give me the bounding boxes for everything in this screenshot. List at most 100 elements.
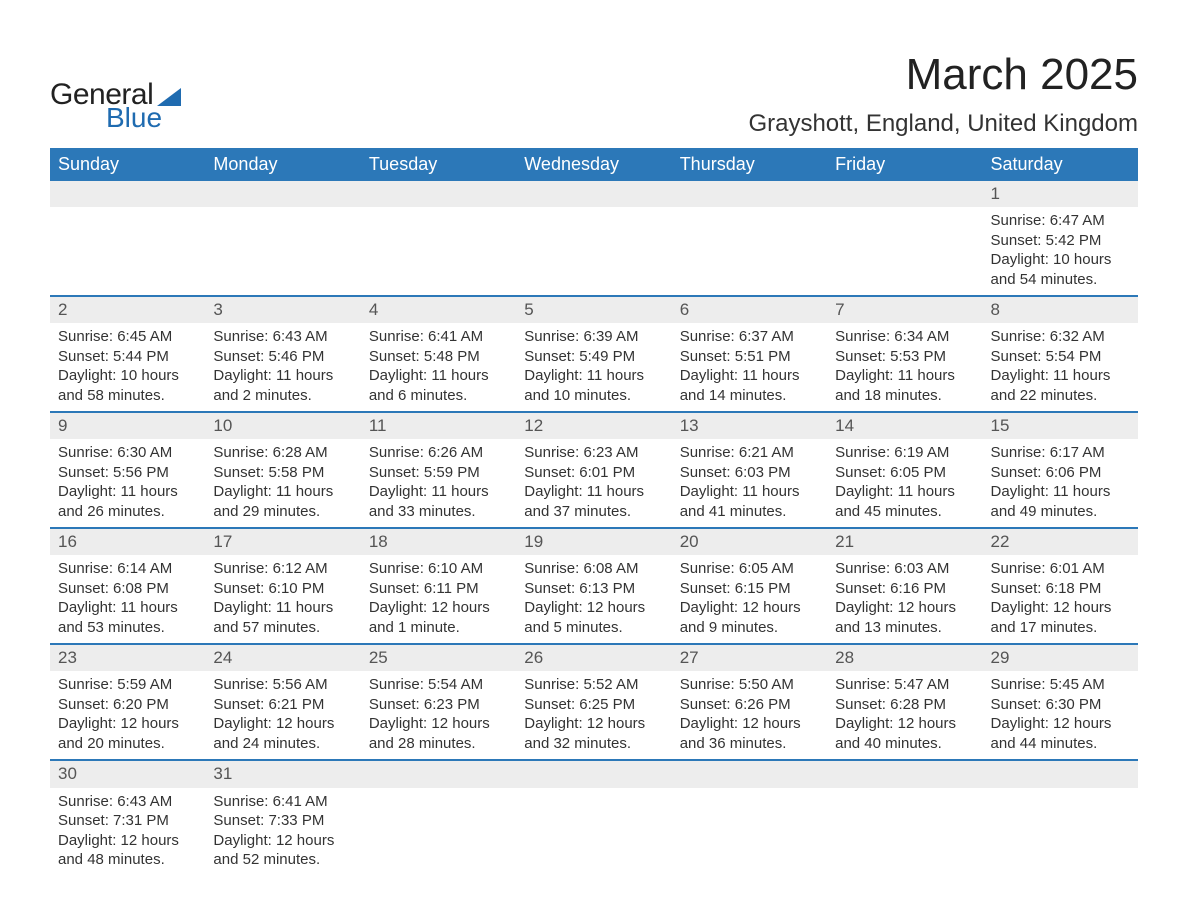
- day-number-cell: 10: [205, 412, 360, 439]
- daylight-text-2: and 29 minutes.: [213, 502, 352, 522]
- daylight-text-1: Daylight: 12 hours: [680, 714, 819, 734]
- day-number-cell: [827, 181, 982, 207]
- calendar-table: Sunday Monday Tuesday Wednesday Thursday…: [50, 148, 1138, 876]
- brand-word-2: Blue: [106, 104, 181, 132]
- daylight-text-2: and 9 minutes.: [680, 618, 819, 638]
- day-detail-cell: Sunrise: 6:39 AMSunset: 5:49 PMDaylight:…: [516, 323, 671, 412]
- sunrise-text: Sunrise: 6:39 AM: [524, 327, 663, 347]
- day-detail-cell: Sunrise: 6:23 AMSunset: 6:01 PMDaylight:…: [516, 439, 671, 528]
- day-number-cell: 17: [205, 528, 360, 555]
- day-number-cell: 15: [983, 412, 1138, 439]
- daylight-text-1: Daylight: 11 hours: [213, 598, 352, 618]
- sunset-text: Sunset: 6:15 PM: [680, 579, 819, 599]
- sunset-text: Sunset: 6:05 PM: [835, 463, 974, 483]
- week-daynum-row: 2345678: [50, 296, 1138, 323]
- day-number-cell: [516, 760, 671, 787]
- daylight-text-2: and 18 minutes.: [835, 386, 974, 406]
- sunrise-text: Sunrise: 5:52 AM: [524, 675, 663, 695]
- sunrise-text: Sunrise: 6:14 AM: [58, 559, 197, 579]
- daylight-text-2: and 5 minutes.: [524, 618, 663, 638]
- daylight-text-1: Daylight: 12 hours: [58, 714, 197, 734]
- daylight-text-1: Daylight: 11 hours: [213, 366, 352, 386]
- day-detail-cell: Sunrise: 6:30 AMSunset: 5:56 PMDaylight:…: [50, 439, 205, 528]
- daylight-text-2: and 14 minutes.: [680, 386, 819, 406]
- daylight-text-2: and 20 minutes.: [58, 734, 197, 754]
- day-detail-cell: Sunrise: 6:08 AMSunset: 6:13 PMDaylight:…: [516, 555, 671, 644]
- sunset-text: Sunset: 6:13 PM: [524, 579, 663, 599]
- daylight-text-1: Daylight: 12 hours: [991, 598, 1130, 618]
- sunrise-text: Sunrise: 6:41 AM: [213, 792, 352, 812]
- daylight-text-1: Daylight: 11 hours: [58, 598, 197, 618]
- daylight-text-2: and 26 minutes.: [58, 502, 197, 522]
- sunset-text: Sunset: 5:48 PM: [369, 347, 508, 367]
- day-detail-cell: Sunrise: 5:47 AMSunset: 6:28 PMDaylight:…: [827, 671, 982, 760]
- day-number-cell: 12: [516, 412, 671, 439]
- daylight-text-2: and 48 minutes.: [58, 850, 197, 870]
- day-detail-cell: Sunrise: 6:37 AMSunset: 5:51 PMDaylight:…: [672, 323, 827, 412]
- day-detail-cell: Sunrise: 5:56 AMSunset: 6:21 PMDaylight:…: [205, 671, 360, 760]
- sunrise-text: Sunrise: 6:12 AM: [213, 559, 352, 579]
- day-detail-cell: Sunrise: 5:52 AMSunset: 6:25 PMDaylight:…: [516, 671, 671, 760]
- daylight-text-1: Daylight: 11 hours: [58, 482, 197, 502]
- sunset-text: Sunset: 7:33 PM: [213, 811, 352, 831]
- day-detail-cell: Sunrise: 6:34 AMSunset: 5:53 PMDaylight:…: [827, 323, 982, 412]
- day-detail-cell: Sunrise: 6:14 AMSunset: 6:08 PMDaylight:…: [50, 555, 205, 644]
- day-number-cell: 18: [361, 528, 516, 555]
- daylight-text-2: and 44 minutes.: [991, 734, 1130, 754]
- day-number-cell: 20: [672, 528, 827, 555]
- day-number-cell: 5: [516, 296, 671, 323]
- weekday-header: Sunday: [50, 148, 205, 181]
- daylight-text-2: and 36 minutes.: [680, 734, 819, 754]
- daylight-text-1: Daylight: 11 hours: [680, 482, 819, 502]
- week-daynum-row: 23242526272829: [50, 644, 1138, 671]
- daylight-text-1: Daylight: 12 hours: [369, 714, 508, 734]
- sunrise-text: Sunrise: 5:54 AM: [369, 675, 508, 695]
- sunrise-text: Sunrise: 6:41 AM: [369, 327, 508, 347]
- daylight-text-2: and 49 minutes.: [991, 502, 1130, 522]
- sunset-text: Sunset: 6:21 PM: [213, 695, 352, 715]
- daylight-text-1: Daylight: 10 hours: [58, 366, 197, 386]
- week-detail-row: Sunrise: 5:59 AMSunset: 6:20 PMDaylight:…: [50, 671, 1138, 760]
- daylight-text-1: Daylight: 12 hours: [58, 831, 197, 851]
- sunrise-text: Sunrise: 6:23 AM: [524, 443, 663, 463]
- sunset-text: Sunset: 7:31 PM: [58, 811, 197, 831]
- week-detail-row: Sunrise: 6:47 AMSunset: 5:42 PMDaylight:…: [50, 207, 1138, 296]
- daylight-text-1: Daylight: 11 hours: [213, 482, 352, 502]
- sunrise-text: Sunrise: 5:50 AM: [680, 675, 819, 695]
- sunrise-text: Sunrise: 6:08 AM: [524, 559, 663, 579]
- day-detail-cell: [50, 207, 205, 296]
- day-detail-cell: Sunrise: 6:01 AMSunset: 6:18 PMDaylight:…: [983, 555, 1138, 644]
- weekday-header: Thursday: [672, 148, 827, 181]
- sunrise-text: Sunrise: 6:19 AM: [835, 443, 974, 463]
- day-number-cell: [672, 760, 827, 787]
- day-number-cell: 28: [827, 644, 982, 671]
- location-subtitle: Grayshott, England, United Kingdom: [748, 110, 1138, 138]
- day-detail-cell: [983, 788, 1138, 876]
- day-number-cell: 4: [361, 296, 516, 323]
- day-detail-cell: Sunrise: 6:03 AMSunset: 6:16 PMDaylight:…: [827, 555, 982, 644]
- sunset-text: Sunset: 6:23 PM: [369, 695, 508, 715]
- week-detail-row: Sunrise: 6:43 AMSunset: 7:31 PMDaylight:…: [50, 788, 1138, 876]
- day-number-cell: 26: [516, 644, 671, 671]
- sunset-text: Sunset: 5:51 PM: [680, 347, 819, 367]
- sunrise-text: Sunrise: 6:43 AM: [213, 327, 352, 347]
- day-number-cell: [205, 181, 360, 207]
- daylight-text-1: Daylight: 12 hours: [213, 714, 352, 734]
- day-number-cell: 23: [50, 644, 205, 671]
- sunrise-text: Sunrise: 6:03 AM: [835, 559, 974, 579]
- day-number-cell: [672, 181, 827, 207]
- day-number-cell: [827, 760, 982, 787]
- weekday-header: Tuesday: [361, 148, 516, 181]
- daylight-text-2: and 40 minutes.: [835, 734, 974, 754]
- day-detail-cell: Sunrise: 6:47 AMSunset: 5:42 PMDaylight:…: [983, 207, 1138, 296]
- weekday-header-row: Sunday Monday Tuesday Wednesday Thursday…: [50, 148, 1138, 181]
- daylight-text-2: and 13 minutes.: [835, 618, 974, 638]
- day-detail-cell: Sunrise: 6:17 AMSunset: 6:06 PMDaylight:…: [983, 439, 1138, 528]
- sunrise-text: Sunrise: 6:45 AM: [58, 327, 197, 347]
- day-number-cell: 29: [983, 644, 1138, 671]
- daylight-text-1: Daylight: 12 hours: [213, 831, 352, 851]
- title-block: March 2025 Grayshott, England, United Ki…: [748, 50, 1138, 138]
- day-number-cell: 27: [672, 644, 827, 671]
- sunrise-text: Sunrise: 6:01 AM: [991, 559, 1130, 579]
- daylight-text-1: Daylight: 11 hours: [991, 482, 1130, 502]
